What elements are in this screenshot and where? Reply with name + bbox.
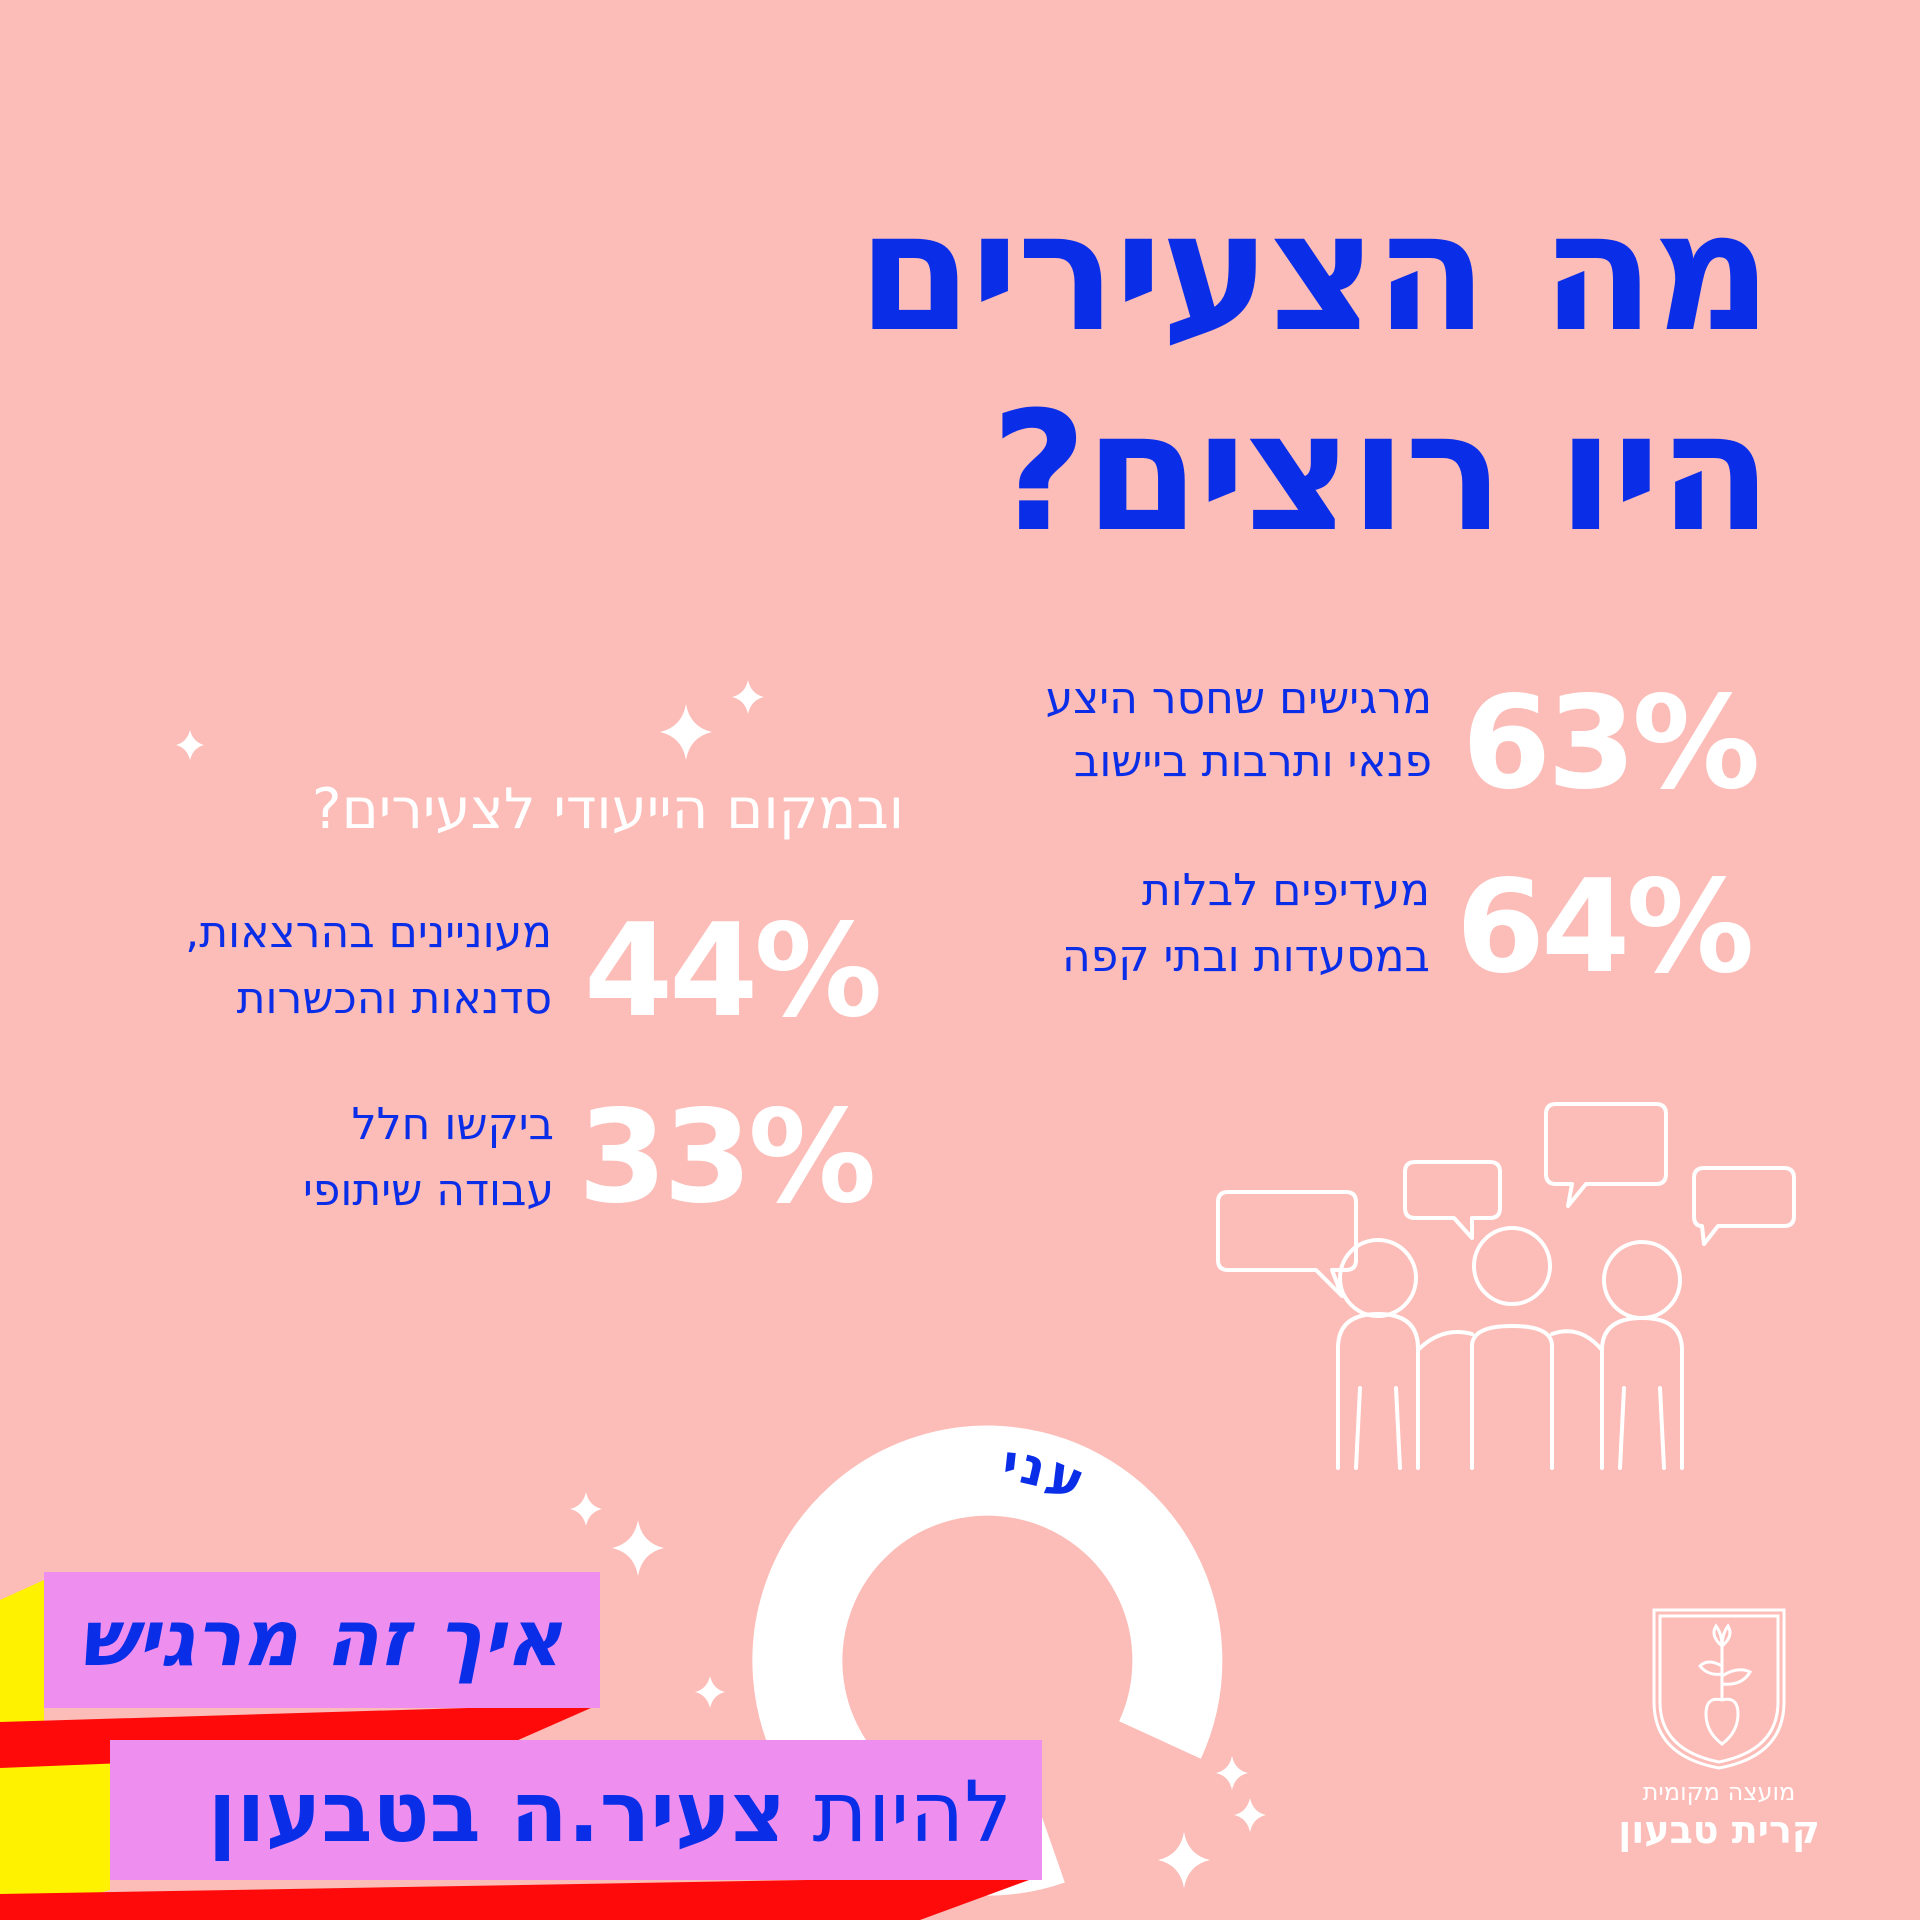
sparkle-icon — [732, 680, 764, 714]
sparkle-icon — [612, 1520, 664, 1576]
stat-value-63: 63% — [1462, 669, 1760, 818]
stat-text-63-line-1: מרגישים שחסר היצע — [1045, 673, 1432, 724]
page-title-line-2: היו רוצים? — [991, 376, 1772, 568]
council-label-small: מועצה מקומית — [1642, 1778, 1796, 1806]
stat-text-64-line-2: במסעדות ובתי קפה — [1062, 931, 1430, 982]
stat-value-64: 64% — [1456, 853, 1754, 1002]
stat-text-33-line-2: עבודה שיתופי — [303, 1165, 554, 1216]
sparkle-icon — [570, 1492, 602, 1526]
sparkle-icon — [695, 1676, 725, 1708]
banner-line-1: איך זה מרגיש — [78, 1594, 562, 1684]
council-label-large: קרית טבעון — [1618, 1808, 1820, 1852]
sparkle-icon — [176, 730, 204, 760]
stat-text-33-line-1: ביקשו חלל — [351, 1099, 554, 1150]
stat-value-44: 44% — [584, 897, 882, 1046]
sparkle-icon — [1216, 1756, 1248, 1790]
stat-text-63-line-2: פנאי ותרבות ביישוב — [1073, 736, 1432, 787]
stat-text-44-line-2: סדנאות והכשרות — [236, 973, 552, 1024]
page-title-line-1: מה הצעירים — [857, 176, 1772, 368]
people-speech-bubbles-icon — [1216, 1102, 1796, 1470]
sparkle-icon — [1234, 1798, 1266, 1832]
stat-text-44-line-1: מעוניינים בהרצאות, — [185, 907, 552, 958]
banner-line-2: להיות צעיר.ה בטבעון — [208, 1770, 1012, 1854]
stat-value-33: 33% — [578, 1083, 876, 1232]
sparkle-icon — [1158, 1832, 1210, 1888]
stat-text-64-line-1: מעדיפים לבלות — [1141, 865, 1430, 916]
banner-line-2-prefix: להיות — [812, 1763, 1013, 1861]
banner-line-2-bold: צעיר.ה בטבעון — [207, 1763, 786, 1861]
sparkle-icon — [660, 704, 712, 760]
banner-background — [0, 1572, 1042, 1920]
council-emblem-icon — [1652, 1608, 1786, 1770]
section-title-youth-space: ובמקום הייעודי לצעירים? — [311, 777, 904, 842]
